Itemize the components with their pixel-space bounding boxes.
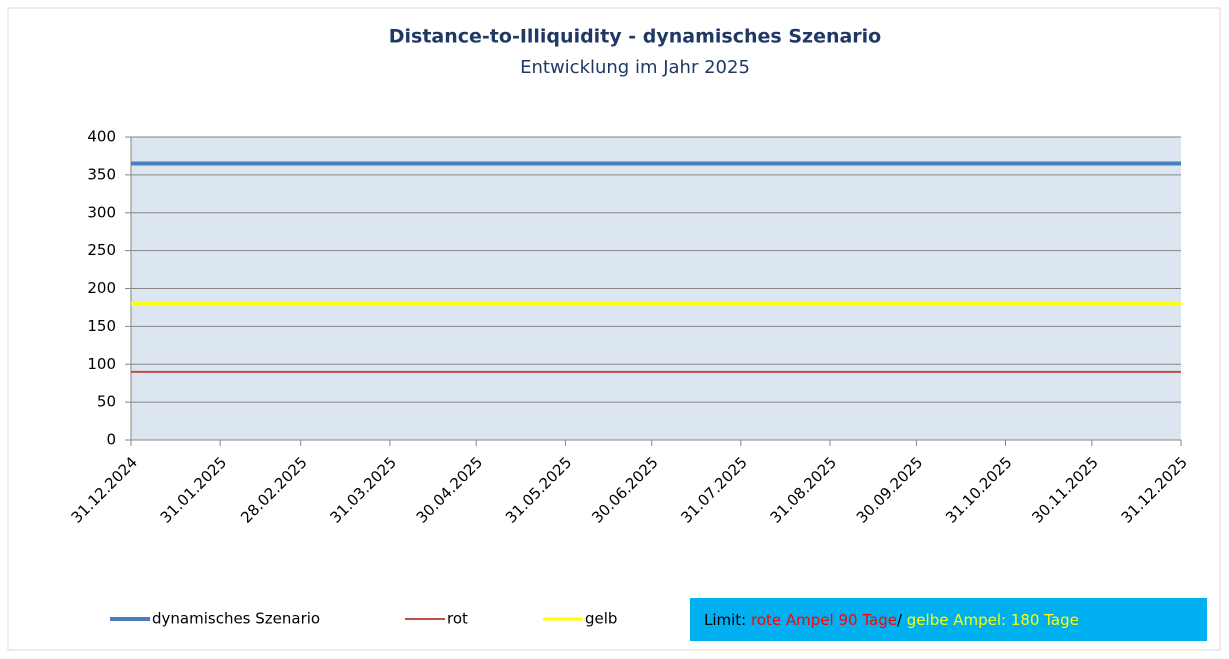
legend-label: gelb bbox=[585, 610, 617, 628]
y-tick-label: 0 bbox=[106, 431, 116, 449]
chart-subtitle: Entwicklung im Jahr 2025 bbox=[520, 57, 750, 78]
annotation-box bbox=[690, 598, 1207, 641]
chart-title: Distance-to-Illiquidity - dynamisches Sz… bbox=[389, 26, 882, 48]
y-tick-label: 400 bbox=[87, 128, 116, 146]
annotation-part: Limit: bbox=[704, 611, 751, 629]
annotation-part: rote Ampel 90 Tage bbox=[751, 611, 897, 629]
y-tick-label: 350 bbox=[87, 165, 116, 183]
y-tick-label: 300 bbox=[87, 203, 116, 221]
annotation-part: / bbox=[897, 611, 907, 629]
annotation-part: gelbe Ampel: 180 Tage bbox=[907, 611, 1079, 629]
y-tick-label: 250 bbox=[87, 241, 116, 259]
legend-label: dynamisches Szenario bbox=[152, 610, 320, 628]
annotation: Limit: rote Ampel 90 Tage/ gelbe Ampel: … bbox=[704, 611, 1079, 629]
legend-label: rot bbox=[447, 610, 468, 628]
y-tick-label: 50 bbox=[97, 393, 116, 411]
y-tick-label: 200 bbox=[87, 279, 116, 297]
y-tick-label: 150 bbox=[87, 317, 116, 335]
y-tick-label: 100 bbox=[87, 355, 116, 373]
